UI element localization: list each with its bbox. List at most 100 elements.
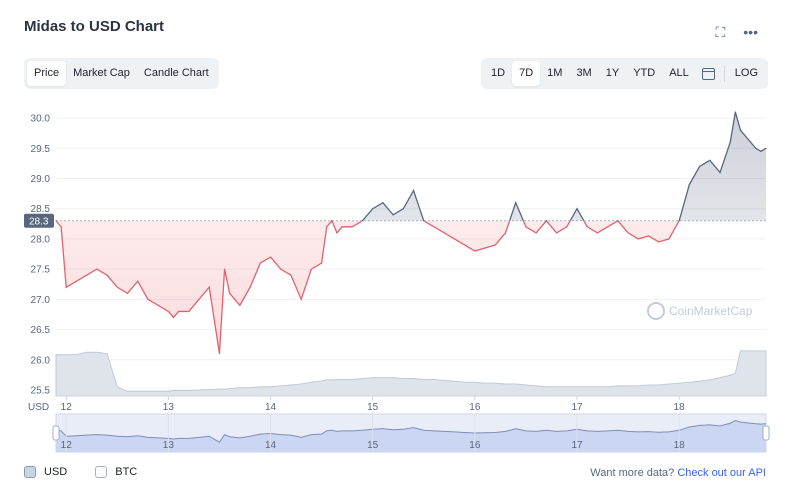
price-point: [218, 353, 221, 355]
legend-usd-label: USD: [44, 466, 68, 478]
range-1y[interactable]: 1Y: [605, 67, 620, 79]
log-toggle[interactable]: LOG: [734, 67, 758, 79]
price-point: [515, 202, 517, 204]
price-point: [106, 274, 108, 276]
x-axis: 12 13 14 15 16 17 18: [56, 395, 766, 413]
navigator-tick-label: 14: [265, 440, 277, 451]
price-point: [229, 292, 231, 294]
price-point: [755, 147, 757, 149]
price-point: [688, 183, 690, 186]
current-price-tag: 28.3: [24, 213, 54, 228]
price-point: [392, 214, 394, 216]
range-3m[interactable]: 3M: [576, 67, 592, 79]
price-point: [96, 268, 98, 270]
tab-price[interactable]: Price: [27, 61, 67, 86]
price-point: [412, 189, 415, 192]
price-point: [545, 220, 547, 222]
top-icons: ⛶ •••: [715, 24, 758, 41]
price-point: [86, 274, 88, 276]
price-point: [208, 286, 210, 288]
price-point: [576, 208, 578, 210]
price-point: [668, 238, 670, 240]
price-point: [443, 232, 445, 234]
fill-below: [56, 220, 766, 354]
chart-type-tabs: Price Market Cap Candle Chart: [24, 58, 219, 89]
price-point: [382, 202, 384, 204]
price-point: [126, 292, 129, 294]
range-1d[interactable]: 1D: [491, 67, 506, 79]
navigator-line: [55, 420, 767, 443]
tab-market-cap[interactable]: Market Cap: [73, 67, 130, 79]
calendar-icon[interactable]: [701, 67, 715, 80]
fullscreen-icon[interactable]: ⛶: [715, 24, 726, 40]
price-point: [223, 268, 226, 270]
range-all[interactable]: ALL: [669, 67, 689, 79]
price-point: [607, 226, 609, 228]
price-point: [596, 232, 599, 234]
price-line: [56, 111, 766, 354]
y-tick-label: 29.5: [31, 144, 51, 155]
more-options-icon[interactable]: •••: [743, 24, 758, 40]
price-point: [402, 208, 404, 210]
chart-title: Midas to USD Chart: [24, 18, 165, 35]
price-point: [484, 247, 486, 249]
price-point: [464, 244, 466, 246]
price-fill: [56, 112, 766, 354]
price-point: [310, 268, 312, 270]
price-point: [678, 220, 680, 222]
x-tick-label: 15: [367, 402, 379, 413]
price-point: [60, 226, 62, 228]
price-point: [423, 220, 425, 222]
price-point: [698, 165, 701, 168]
price-point: [326, 226, 328, 228]
price-point: [147, 298, 149, 300]
price-point: [177, 310, 180, 313]
x-tick-label: 13: [163, 402, 175, 413]
current-price-label: 28.3: [29, 216, 49, 227]
price-point: [341, 226, 343, 228]
y-tick-label: 26.5: [31, 325, 51, 336]
time-range-selector: 1D 7D 1M 3M 1Y YTD ALL LOG: [481, 58, 768, 89]
range-7d[interactable]: 7D: [512, 61, 541, 86]
price-point: [137, 280, 139, 282]
price-point: [336, 232, 338, 234]
price-chart[interactable]: 25.5 26.0 26.5 27.0 27.5 28.0 28.5 29.0 29.5 30.0…: [0, 0, 788, 460]
price-point: [750, 141, 752, 143]
volume-path: [55, 350, 767, 397]
navigator-handle-left[interactable]: [52, 425, 60, 441]
price-point: [372, 208, 374, 210]
price-point: [637, 238, 639, 240]
range-navigator[interactable]: 12 13 14 15 16 17 18: [52, 413, 770, 453]
price-point: [198, 298, 200, 300]
tab-candle-chart[interactable]: Candle Chart: [143, 67, 209, 79]
price-point: [65, 286, 67, 288]
y-tick-label: 29.0: [31, 174, 51, 185]
price-point: [494, 244, 496, 246]
line-below: [56, 220, 680, 354]
navigator-handle-right[interactable]: [762, 425, 770, 441]
navigator-tick-label: 13: [163, 440, 175, 451]
range-ytd[interactable]: YTD: [633, 67, 656, 79]
x-tick-label: 12: [61, 402, 73, 413]
y-tick-label: 25.5: [31, 385, 51, 396]
price-point: [433, 226, 435, 228]
divider: [723, 65, 725, 82]
price-point: [280, 268, 282, 270]
line-above: [56, 111, 766, 221]
price-point: [719, 171, 721, 174]
btc-checkbox[interactable]: [95, 466, 108, 478]
price-point: [300, 298, 302, 300]
usd-checkbox[interactable]: [24, 466, 36, 478]
navigator-tick-label: 16: [469, 440, 481, 451]
price-point: [331, 220, 333, 222]
y-tick-label: 30.0: [31, 114, 51, 125]
range-1m[interactable]: 1M: [547, 67, 563, 79]
price-point: [474, 250, 476, 252]
price-point: [555, 232, 558, 234]
price-point: [75, 280, 78, 282]
api-link[interactable]: Check out our API: [677, 467, 766, 479]
price-point: [760, 150, 762, 152]
x-tick-label: 14: [265, 402, 277, 413]
legend: USD BTC: [24, 466, 165, 478]
